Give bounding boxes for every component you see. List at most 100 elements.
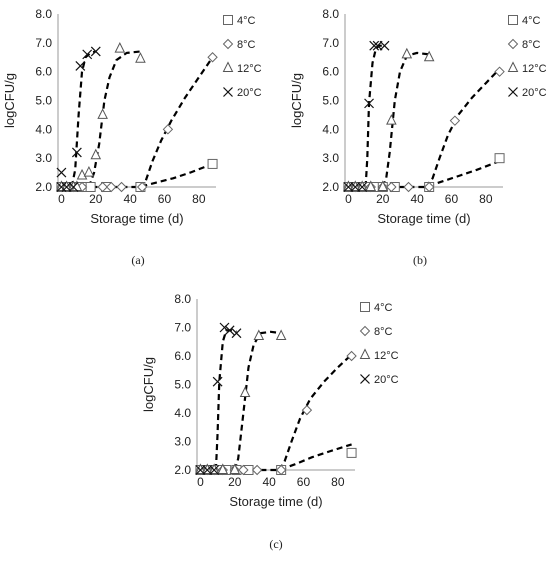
fit-curve-triangle (381, 51, 430, 188)
y-axis-title: logCFU/g (141, 357, 156, 412)
data-point-triangle (97, 108, 108, 119)
fit-curve-diamond (424, 68, 501, 188)
y-tick-label: 8.0 (174, 292, 191, 306)
data-point-diamond (403, 181, 414, 193)
panel-caption: (a) (131, 253, 144, 267)
legend-label: 8°C (374, 326, 393, 338)
data-point-diamond (301, 404, 313, 416)
legend-label: 4°C (522, 15, 541, 27)
panel-a: 2.0 3.0 4.0 5.0 6.0 7.0 8.0 0 20 40 60 80 Storage ti… (2, 7, 262, 267)
data-point-diamond (386, 181, 397, 193)
data-point-cross (219, 322, 230, 333)
data-point-triangle (114, 41, 126, 53)
fit-curve-square (200, 443, 352, 472)
legend-marker-diamond (359, 325, 371, 337)
y-axis-title: logCFU/g (2, 73, 17, 128)
legend-marker-triangle (507, 61, 519, 72)
y-tick-label: 6.0 (174, 349, 191, 363)
data-point-diamond (494, 66, 505, 77)
legend-marker-diamond (222, 38, 234, 50)
data-point-cross (61, 182, 72, 192)
y-tick-label: 8.0 (322, 7, 339, 21)
legend-marker-triangle (359, 348, 371, 359)
legend-label: 12°C (522, 63, 547, 75)
x-tick-label: 0 (197, 475, 204, 489)
legend-marker-square (508, 15, 518, 25)
data-point-triangle (229, 463, 241, 474)
x-tick-label: 40 (123, 192, 137, 206)
y-tick-label: 5.0 (322, 94, 339, 108)
data-point-triangle (201, 463, 213, 474)
data-point-diamond (162, 124, 174, 135)
x-tick-label: 60 (445, 192, 459, 206)
y-tick-label: 5.0 (35, 94, 52, 108)
x-axis-title: Storage time (d) (90, 211, 183, 226)
data-point-cross (90, 46, 101, 57)
data-point-triangle (386, 114, 397, 125)
legend-label: 4°C (374, 302, 393, 314)
data-point-cross (202, 465, 213, 475)
data-point-triangle (61, 180, 72, 191)
y-tick-label: 3.0 (174, 435, 191, 449)
legend-marker-square (360, 302, 370, 312)
data-point-cross (357, 182, 368, 192)
data-point-diamond (275, 464, 287, 476)
legend-label: 20°C (237, 87, 262, 99)
panel-c: 2.0 3.0 4.0 5.0 6.0 7.0 8.0 0 20 40 60 80 Storage ti… (141, 292, 399, 551)
data-point-cross (379, 40, 390, 51)
data-point-diamond (207, 52, 218, 63)
x-tick-label: 20 (89, 192, 103, 206)
data-point-cross (82, 49, 93, 60)
legend-marker-square (223, 15, 233, 25)
y-tick-label: 5.0 (174, 378, 191, 392)
x-tick-label: 80 (479, 192, 493, 206)
data-point-triangle (365, 180, 377, 191)
y-tick-label: 2.0 (174, 463, 191, 477)
data-point-diamond (106, 181, 117, 193)
data-point-diamond (238, 464, 249, 476)
data-point-diamond (423, 181, 435, 193)
data-point-triangle (83, 165, 95, 177)
data-point-cross (68, 182, 79, 192)
y-tick-label: 6.0 (35, 65, 52, 79)
y-tick-label: 4.0 (174, 406, 191, 420)
y-tick-label: 4.0 (322, 122, 339, 136)
y-tick-label: 4.0 (35, 122, 52, 136)
fit-curve-diamond (278, 353, 353, 471)
x-tick-label: 0 (58, 192, 65, 206)
data-point-triangle (208, 463, 220, 474)
legend-label: 4°C (237, 15, 256, 27)
legend-label: 12°C (237, 63, 262, 75)
data-point-diamond (116, 181, 127, 193)
data-point-cross (212, 376, 223, 387)
data-point-square (207, 158, 218, 169)
data-point-cross (71, 147, 82, 158)
data-point-cross (224, 325, 235, 336)
fit-curve-cross (364, 44, 385, 188)
data-point-cross (369, 40, 380, 51)
x-tick-label: 0 (345, 192, 352, 206)
data-point-triangle (217, 463, 229, 474)
y-tick-label: 3.0 (35, 151, 52, 165)
y-tick-label: 6.0 (322, 65, 339, 79)
data-point-cross (364, 98, 374, 109)
y-tick-label: 7.0 (174, 321, 191, 335)
data-point-triangle (377, 180, 389, 191)
x-tick-label: 60 (158, 192, 172, 206)
panel-b: 2.0 3.0 4.0 5.0 6.0 7.0 8.0 0 20 40 60 80 Storage ti… (289, 7, 547, 267)
legend-marker-triangle (222, 61, 234, 72)
data-point-cross (56, 167, 67, 178)
x-axis-title: Storage time (d) (377, 211, 470, 226)
data-point-triangle (90, 148, 102, 160)
legend-marker-cross (360, 374, 370, 384)
y-tick-label: 7.0 (322, 36, 339, 50)
legend-label: 8°C (237, 39, 256, 51)
data-point-triangle (195, 463, 206, 474)
data-point-triangle (349, 180, 361, 191)
data-point-triangle (76, 168, 88, 180)
data-point-diamond (346, 350, 357, 362)
data-point-triangle (239, 386, 251, 398)
data-point-cross (350, 182, 361, 192)
legend-marker-cross (508, 87, 518, 97)
